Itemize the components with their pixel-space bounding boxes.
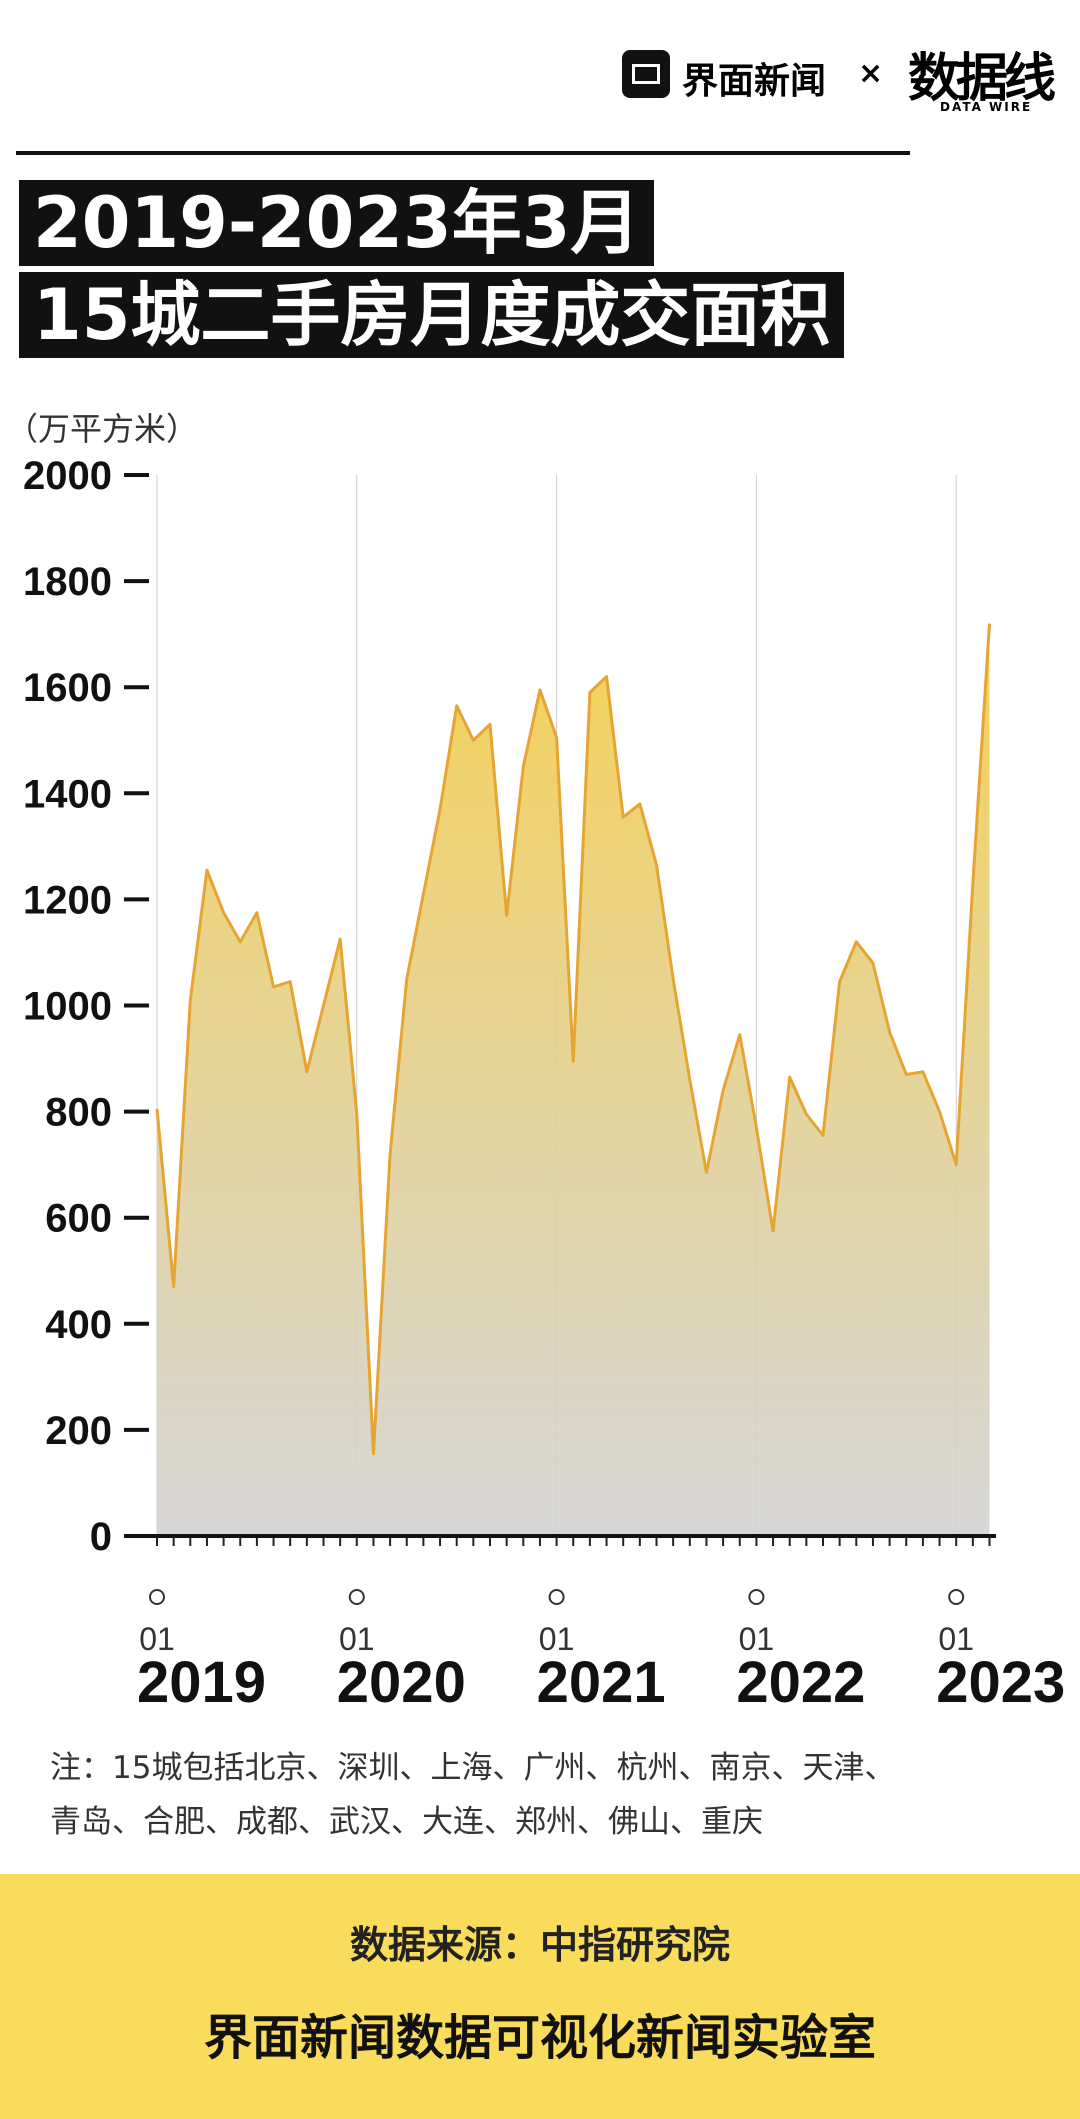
partner: 数据线 xyxy=(908,49,1056,109)
brand-icon xyxy=(622,50,670,98)
y-tick-label: 400 xyxy=(45,1303,112,1347)
area xyxy=(157,623,990,1536)
x-tick-label: 01 xyxy=(339,1621,375,1657)
credit: 界面新闻数据可视化新闻实验室 xyxy=(203,2010,876,2066)
y-tick-label: 1000 xyxy=(23,985,112,1029)
note: 青岛、合肥、成都、武汉、大连、郑州、佛山、重庆 xyxy=(50,1804,763,1840)
y-tick-label: 2000 xyxy=(23,454,112,498)
chart: 0120190120200120210120220120230200400600… xyxy=(23,454,1065,1715)
x-tick-dot xyxy=(748,1589,765,1605)
separator: × xyxy=(858,56,884,91)
x-tick-dot xyxy=(149,1589,165,1605)
y-tick-label: 600 xyxy=(45,1197,112,1241)
note: 注：15城包括北京、深圳、上海、广州、杭州、南京、天津、 xyxy=(50,1750,896,1786)
x-tick-label: 01 xyxy=(139,1621,175,1657)
y-tick-label: 1200 xyxy=(23,878,112,922)
y-tick-label: 1800 xyxy=(23,560,112,604)
year-label: 2022 xyxy=(736,1650,865,1715)
y-tick-label: 1400 xyxy=(23,772,112,816)
y-tick-label: 800 xyxy=(45,1091,112,1135)
y-tick-label: 1600 xyxy=(23,666,112,710)
x-tick-dot xyxy=(548,1589,565,1605)
line xyxy=(155,623,991,1456)
x-tick-label: 01 xyxy=(938,1621,974,1657)
year-label: 2019 xyxy=(137,1650,266,1715)
x-tick-dot xyxy=(348,1589,365,1605)
y-axis-label: （万平方米） xyxy=(6,410,199,448)
year-label: 2020 xyxy=(337,1650,466,1715)
year-label: 2023 xyxy=(936,1650,1065,1715)
x-tick-label: 01 xyxy=(539,1621,575,1657)
y-tick-label: 0 xyxy=(90,1515,112,1559)
title-line: 15城二手房月度成交面积 xyxy=(19,272,845,358)
source: 数据来源：中指研究院 xyxy=(349,1923,730,1967)
rule xyxy=(16,151,910,155)
y-tick-label: 200 xyxy=(45,1409,112,1453)
year-label: 2021 xyxy=(537,1650,666,1715)
x-tick-dot xyxy=(948,1589,965,1605)
footer: 数据来源：中指研究院 界面新闻数据可视化新闻实验室 xyxy=(0,1874,1080,2119)
x-tick-label: 01 xyxy=(739,1621,775,1657)
title-line: 2019-2023年3月 xyxy=(19,180,655,266)
brand: 界面新闻 xyxy=(682,61,827,102)
partner-sub: DATA WIRE xyxy=(940,100,1033,114)
